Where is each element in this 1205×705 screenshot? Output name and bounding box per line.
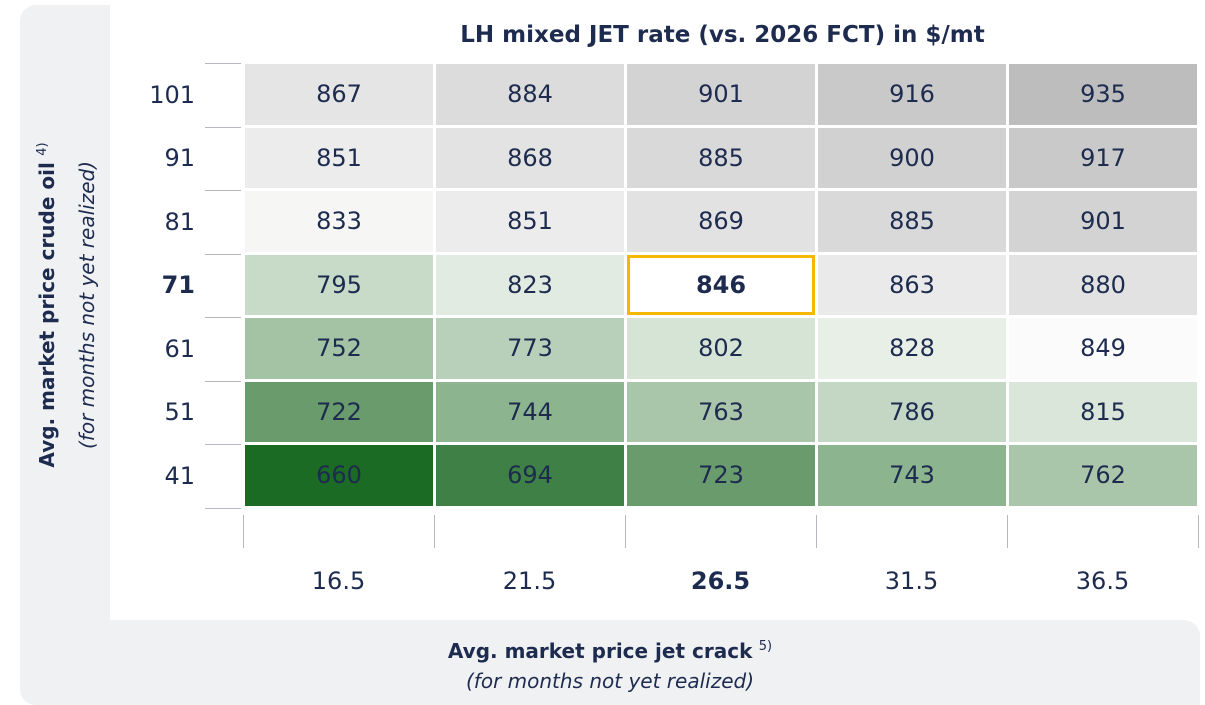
row-tick [205, 126, 241, 128]
heat-cell: 869 [627, 191, 815, 252]
heat-cell: 901 [627, 64, 815, 125]
column-tick [1198, 515, 1199, 548]
bottom-panel [20, 620, 1200, 705]
heat-cell: 880 [1009, 254, 1197, 315]
x-label-line: Avg. market price jet crack 5) [20, 632, 1200, 666]
heat-cell: 744 [436, 381, 624, 442]
heat-cell: 815 [1009, 381, 1197, 442]
heat-cell: 722 [245, 381, 433, 442]
heat-cell: 802 [627, 318, 815, 379]
y-footnote: 4) [35, 142, 50, 156]
heat-cell: 828 [818, 318, 1006, 379]
heat-cell: 885 [818, 191, 1006, 252]
column-label: 31.5 [884, 567, 939, 595]
heat-cell: 823 [436, 254, 624, 315]
row-tick [205, 63, 241, 64]
heat-cell: 833 [245, 191, 433, 252]
x-sublabel: (for months not yet realized) [466, 669, 754, 693]
row-label: 71 [161, 271, 195, 300]
heat-cell: 773 [436, 318, 624, 379]
heat-cell: 846 [627, 254, 815, 315]
column-tick [434, 515, 435, 548]
row-tick [205, 507, 241, 509]
row-tick [205, 190, 241, 191]
column-tick [625, 515, 626, 548]
row-tick [205, 444, 241, 445]
heat-cell: 868 [436, 127, 624, 188]
heat-cell: 863 [818, 254, 1006, 315]
y-label-line: Avg. market price crude oil 4) [23, 25, 67, 585]
heat-cell: 935 [1009, 64, 1197, 125]
row-label: 81 [164, 207, 195, 236]
heat-cell: 867 [245, 64, 433, 125]
title: LH mixed JET rate (vs. 2026 FCT) in $/mt [460, 22, 985, 48]
column-tick [1007, 515, 1008, 548]
heat-cell: 900 [818, 127, 1006, 188]
x-axis-label: Avg. market price jet crack 5) (for mont… [20, 632, 1200, 696]
heat-cell: 885 [627, 127, 815, 188]
heat-cell: 917 [1009, 127, 1197, 188]
heat-cell: 762 [1009, 445, 1197, 506]
column-label: 16.5 [311, 567, 366, 595]
y-axis-label: Avg. market price crude oil 4) (for mont… [23, 25, 107, 585]
row-label: 91 [164, 144, 195, 173]
y-axis-label-box: Avg. market price crude oil 4) (for mont… [20, 5, 110, 620]
heat-cell: 660 [245, 445, 433, 506]
heat-cell: 694 [436, 445, 624, 506]
heat-cell: 916 [818, 64, 1006, 125]
column-label: 26.5 [690, 567, 751, 595]
left-panel [20, 5, 110, 705]
heat-cell: 752 [245, 318, 433, 379]
heat-cell: 723 [627, 445, 815, 506]
row-tick [205, 380, 241, 382]
heat-cell: 849 [1009, 318, 1197, 379]
column-tick [816, 515, 817, 548]
row-tick [205, 253, 241, 255]
y-sublabel: (for months not yet realized) [75, 161, 99, 449]
row-label: 61 [164, 334, 195, 363]
row-tick [205, 317, 241, 318]
heat-cell: 763 [627, 381, 815, 442]
heat-cell: 795 [245, 254, 433, 315]
x-label: Avg. market price jet crack [447, 639, 753, 663]
row-label: 101 [149, 80, 195, 109]
column-label: 21.5 [502, 567, 557, 595]
y-label: Avg. market price crude oil [35, 162, 59, 468]
heat-cell: 851 [436, 191, 624, 252]
row-label: 41 [164, 461, 195, 490]
row-label: 51 [164, 398, 195, 427]
heat-cell: 786 [818, 381, 1006, 442]
heat-cell: 743 [818, 445, 1006, 506]
heat-cell: 851 [245, 127, 433, 188]
column-label: 36.5 [1075, 567, 1130, 595]
column-tick [243, 515, 244, 548]
x-footnote: 5) [758, 639, 773, 654]
heat-cell: 884 [436, 64, 624, 125]
heat-cell: 901 [1009, 191, 1197, 252]
